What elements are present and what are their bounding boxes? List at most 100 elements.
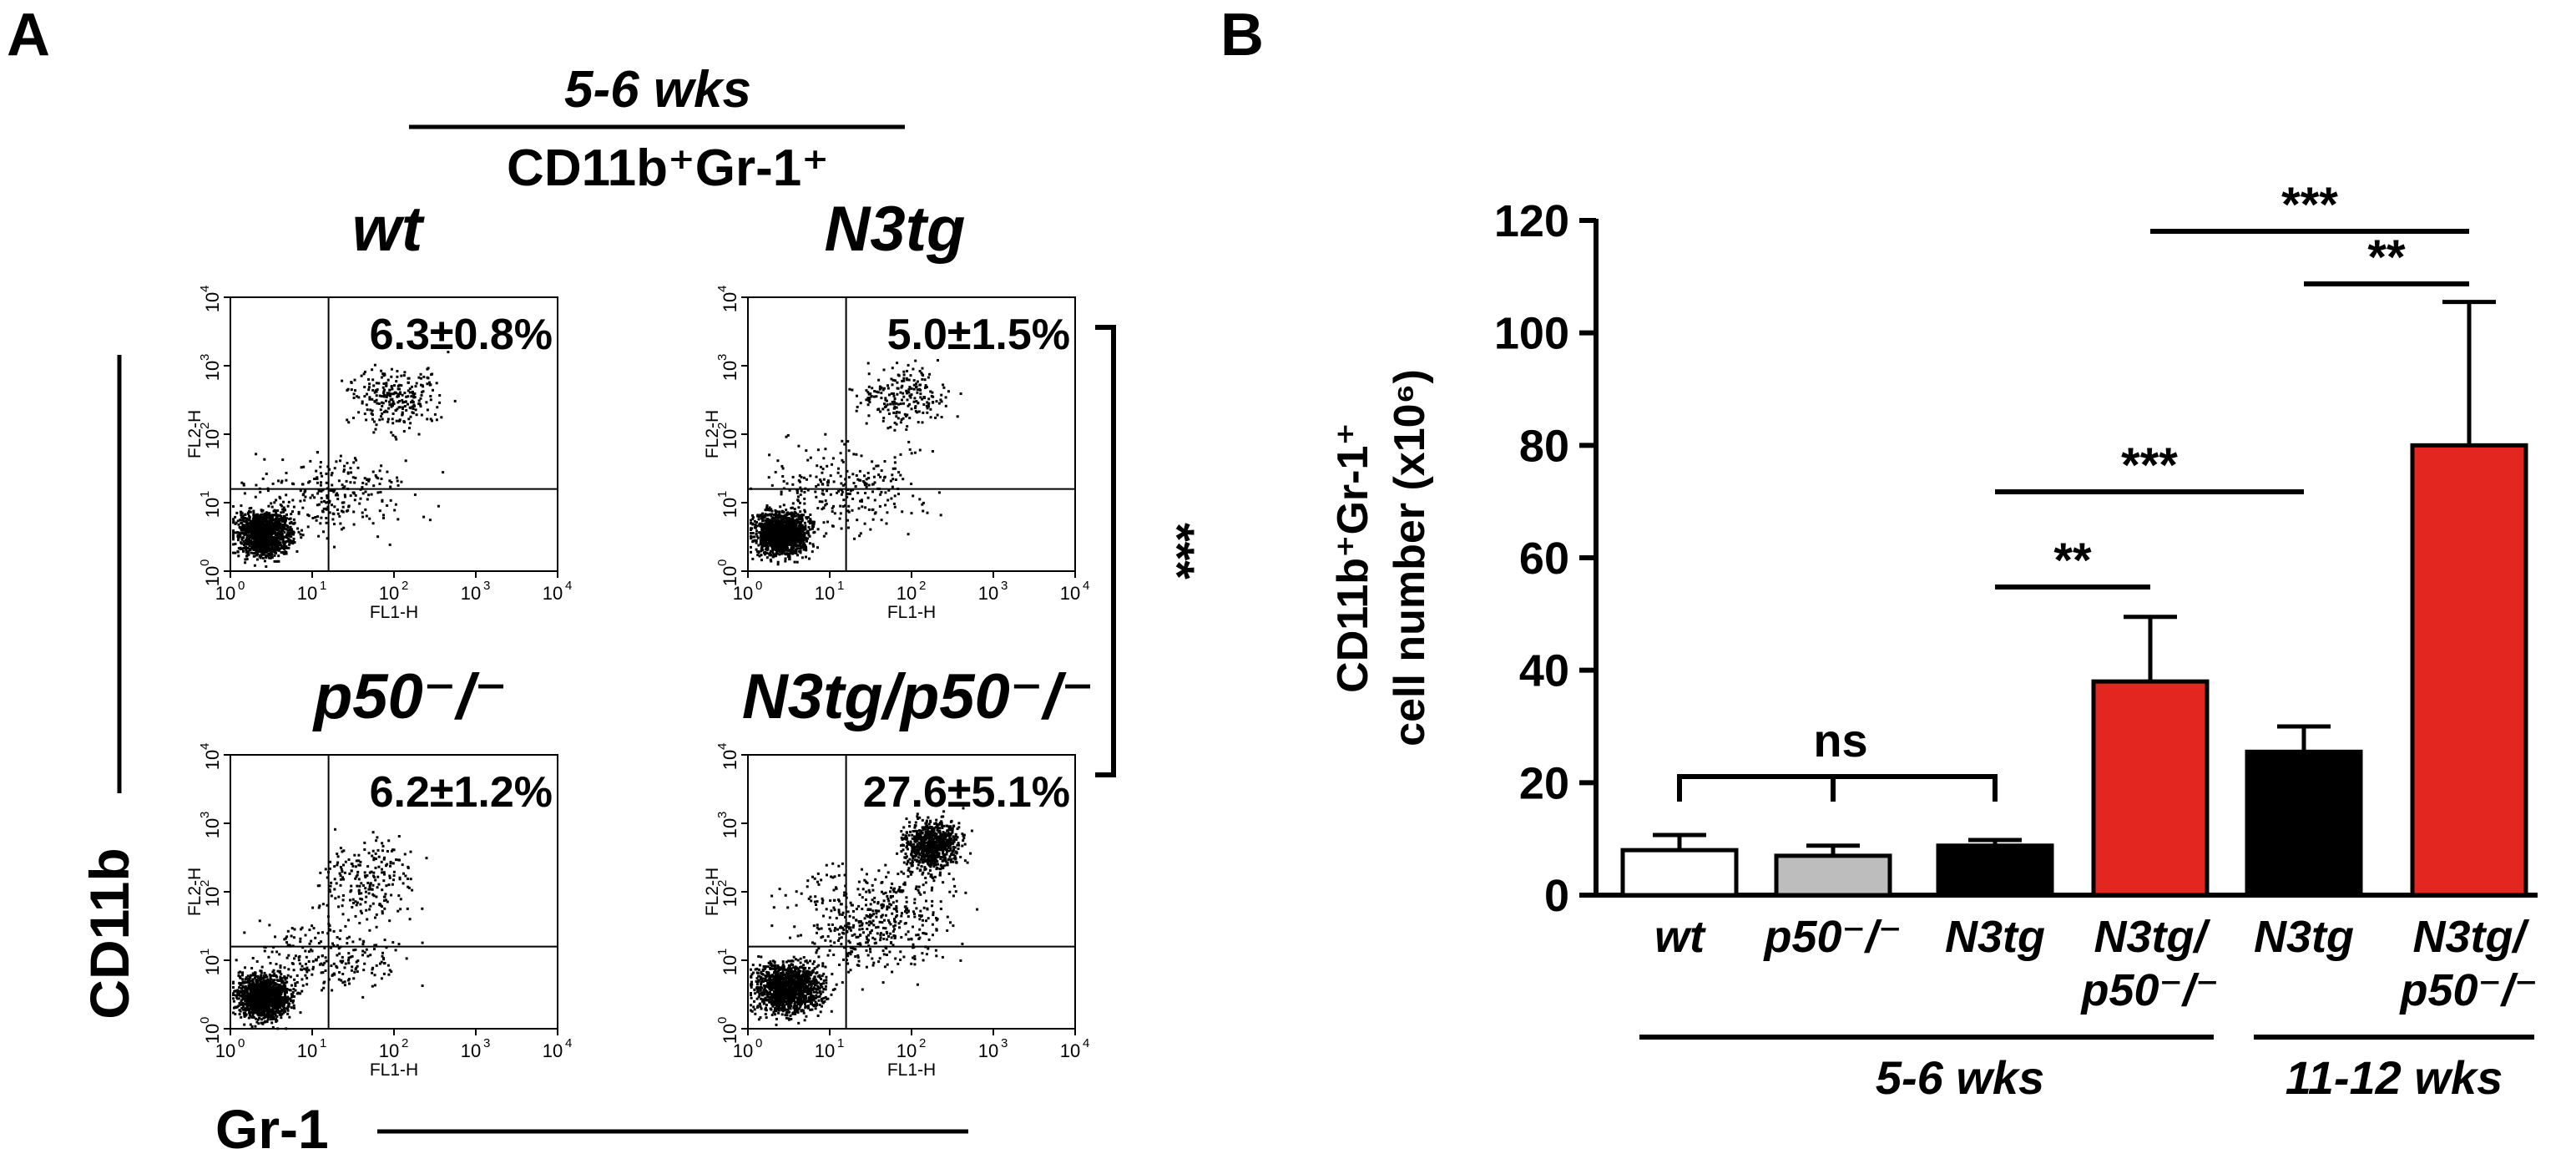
- event-dot: [281, 525, 285, 529]
- event-dot: [316, 515, 320, 519]
- event-dot: [784, 528, 787, 531]
- event-dot: [915, 385, 918, 388]
- event-dot: [365, 483, 368, 486]
- event-dot: [826, 489, 828, 493]
- event-dot: [277, 559, 280, 563]
- event-dot: [785, 523, 789, 526]
- event-dot: [284, 978, 287, 981]
- event-dot: [240, 1006, 244, 1010]
- y-tick-label: 10: [720, 361, 740, 381]
- event-dot: [918, 498, 922, 501]
- event-dot: [797, 547, 801, 550]
- event-dot: [797, 544, 800, 547]
- event-dot: [343, 493, 346, 497]
- event-dot: [822, 506, 826, 509]
- event-dot: [417, 433, 421, 436]
- event-dot: [786, 526, 790, 529]
- event-dot: [923, 397, 927, 400]
- event-dot: [275, 989, 279, 993]
- event-dot: [790, 535, 793, 539]
- event-dot: [275, 544, 279, 548]
- event-dot: [281, 550, 285, 554]
- event-dot: [264, 532, 266, 535]
- event-dot: [808, 534, 811, 538]
- event-dot: [273, 982, 276, 985]
- event-dot: [292, 999, 295, 1002]
- event-dot: [264, 524, 266, 528]
- event-dot: [255, 516, 259, 519]
- event-dot: [363, 395, 366, 398]
- event-dot: [252, 552, 255, 555]
- event-dot: [247, 519, 250, 522]
- event-dot: [867, 508, 871, 511]
- event-dot: [286, 1000, 289, 1003]
- event-dot: [251, 994, 254, 998]
- event-dot: [249, 510, 252, 514]
- event-dot: [776, 547, 780, 550]
- event-dot: [912, 494, 915, 498]
- event-dot: [260, 513, 263, 516]
- event-dot: [341, 379, 344, 382]
- event-dot: [258, 985, 261, 989]
- event-dot: [268, 517, 271, 520]
- event-dot: [258, 1016, 261, 1020]
- event-dot: [821, 471, 824, 474]
- event-dot: [799, 493, 802, 497]
- event-dot: [760, 549, 763, 553]
- event-dot: [372, 431, 376, 434]
- event-dot: [270, 514, 274, 517]
- event-dot: [236, 519, 240, 523]
- event-dot: [430, 373, 433, 377]
- event-dot: [243, 542, 246, 545]
- event-dot: [407, 395, 410, 398]
- event-dot: [376, 388, 379, 391]
- event-dot: [287, 1004, 290, 1006]
- event-dot: [251, 981, 255, 984]
- event-dot: [251, 544, 255, 547]
- event-dot: [260, 547, 263, 550]
- event-dot: [871, 460, 874, 463]
- event-dot: [891, 401, 894, 403]
- event-dot: [797, 506, 801, 509]
- event-dot: [768, 554, 771, 557]
- event-dot: [325, 501, 328, 504]
- x-tick-label: 10: [733, 583, 753, 604]
- y-tick-label: 10: [720, 498, 740, 518]
- event-dot: [899, 391, 902, 394]
- event-dot: [251, 531, 254, 534]
- event-dot: [924, 384, 927, 387]
- event-dot: [750, 535, 754, 539]
- event-dot: [255, 996, 259, 1000]
- event-dot: [244, 1014, 247, 1017]
- event-dot: [255, 530, 259, 534]
- event-dot: [275, 1017, 278, 1020]
- event-dot: [867, 483, 871, 487]
- event-dot: [260, 516, 264, 519]
- event-dot: [377, 382, 381, 385]
- event-dot: [290, 513, 293, 516]
- event-dot: [410, 395, 413, 398]
- event-dot: [771, 548, 775, 551]
- event-dot: [874, 511, 877, 514]
- event-dot: [331, 483, 334, 487]
- event-dot: [245, 998, 249, 1001]
- event-dot: [256, 535, 260, 539]
- event-dot: [929, 416, 932, 419]
- event-dot: [290, 533, 294, 536]
- event-dot: [256, 985, 260, 989]
- event-dot: [250, 533, 253, 536]
- event-dot: [255, 986, 258, 989]
- event-dot: [881, 388, 885, 392]
- event-dot: [290, 528, 293, 531]
- y-tick-label: 10: [720, 292, 740, 312]
- event-dot: [252, 524, 255, 527]
- event-dot: [271, 1025, 275, 1029]
- event-dot: [254, 518, 257, 521]
- event-dot: [893, 494, 897, 498]
- event-dot: [390, 367, 393, 371]
- x-tick-label: 10: [461, 583, 481, 604]
- event-dot: [264, 539, 267, 542]
- event-dot: [840, 493, 843, 496]
- event-dot: [241, 978, 245, 981]
- event-dot: [265, 531, 269, 534]
